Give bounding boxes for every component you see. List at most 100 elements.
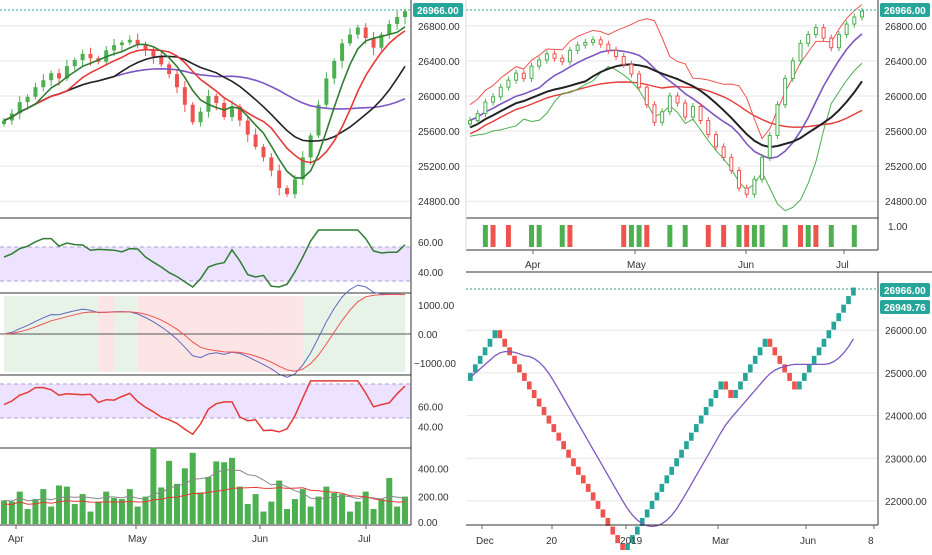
right-top-last-price-label: 26966.00	[884, 6, 926, 17]
left-volume-pane[interactable]	[1, 447, 408, 524]
left-stoch-pane[interactable]	[0, 380, 411, 436]
candle-body	[17, 102, 22, 114]
left-macd-pane[interactable]	[0, 284, 411, 378]
signal-bar	[782, 225, 788, 247]
renko-brick	[512, 355, 517, 364]
price-tick-label: 25200.00	[885, 162, 927, 173]
renko-brick	[595, 500, 601, 509]
candle-body	[316, 104, 321, 136]
candle-body	[468, 120, 472, 125]
price-tick-label: 24800.00	[885, 197, 927, 208]
candle-body	[198, 111, 203, 123]
candle-body	[629, 63, 634, 75]
candle-body	[667, 95, 672, 113]
price-tick-label: 26000.00	[885, 326, 927, 337]
candle-body	[300, 157, 305, 180]
renko-brick	[605, 518, 611, 527]
renko-brick	[747, 364, 753, 373]
renko-brick	[590, 492, 596, 501]
rsi-band	[0, 247, 411, 281]
renko-brick	[752, 355, 758, 364]
right-top-signal-pane[interactable]	[482, 225, 857, 247]
candle-body	[483, 101, 488, 115]
price-tick-label: 26400.00	[885, 57, 927, 68]
candle-body	[544, 53, 549, 61]
renko-pane[interactable]	[466, 287, 878, 552]
renko-brick	[531, 389, 537, 399]
left-time-axis[interactable]: Apr May Jun Jul	[8, 525, 371, 545]
renko-brick	[482, 347, 488, 356]
candle-body	[127, 39, 132, 43]
candle-body	[729, 156, 734, 172]
volume-bar	[87, 511, 94, 524]
right-top-price-axis[interactable]: 26800.00 26400.00 26000.00 25600.00 25200.00…	[885, 22, 927, 208]
left-price-pane[interactable]	[0, 0, 411, 218]
left-last-price-tag: 26966.00	[413, 3, 463, 17]
volume-bar	[299, 489, 306, 524]
rsi-tick-label: 60.00	[418, 238, 443, 249]
candle-body	[844, 23, 849, 36]
volume-bar	[284, 509, 291, 524]
volume-axis[interactable]: 400.00 200.00 0.00	[418, 465, 449, 529]
price-tick-label: 26000.00	[418, 92, 460, 103]
price-tick-label: 25000.00	[885, 369, 927, 380]
candle-body	[72, 60, 77, 67]
volume-bar	[394, 506, 401, 524]
macd-tick-label: 0.00	[418, 330, 438, 341]
stoch-axis[interactable]: 60.00 40.00	[418, 403, 443, 434]
volume-bar	[181, 468, 188, 524]
renko-brick	[610, 526, 616, 535]
renko-brick	[551, 424, 557, 433]
volume-bar	[118, 499, 125, 524]
volume-bar	[197, 492, 204, 524]
renko-brick	[806, 364, 812, 373]
candle-body	[560, 57, 565, 63]
renko-brick	[620, 543, 625, 552]
right-top-price-pane[interactable]	[466, 4, 878, 212]
volume-tick-label: 0.00	[418, 518, 438, 529]
renko-brick	[639, 518, 645, 527]
candle-body	[521, 72, 526, 79]
volume-bar	[315, 496, 322, 524]
renko-brick	[782, 364, 787, 373]
renko-time-axis[interactable]: Dec 20 2019 Mar Jun 8	[476, 525, 875, 547]
renko-brick	[477, 355, 483, 364]
time-tick-label: May	[627, 260, 646, 271]
renko-brick	[689, 432, 694, 441]
renko-brick	[811, 355, 817, 364]
candle-body	[721, 146, 726, 158]
left-rsi-pane[interactable]	[0, 229, 411, 288]
renko-brick	[821, 338, 827, 347]
candle-body	[347, 34, 352, 44]
renko-brick	[713, 389, 719, 399]
rsi-axis[interactable]: 60.00 40.00	[418, 238, 443, 279]
candle-body	[64, 66, 69, 79]
price-tick-label: 24000.00	[885, 412, 927, 423]
left-price-axis[interactable]: 26800.00 26400.00 26000.00 25600.00 25200.00…	[418, 22, 460, 208]
time-tick-label: May	[128, 534, 147, 545]
candle-body	[190, 104, 195, 123]
candle-body	[33, 87, 38, 97]
ma-mid-line	[469, 33, 863, 160]
candle-body	[675, 95, 680, 104]
renko-brick	[615, 535, 621, 544]
signal-bar	[744, 225, 750, 247]
candle-body	[698, 105, 703, 122]
candle-body	[253, 134, 258, 147]
renko-brick	[654, 492, 660, 501]
candle-body	[379, 34, 384, 48]
volume-bar	[291, 499, 298, 524]
right-top-time-axis[interactable]: Apr May Jun Jul	[525, 250, 849, 271]
candle-body	[637, 73, 642, 88]
volume-bar	[1, 500, 7, 524]
macd-line	[3, 284, 406, 378]
macd-axis[interactable]: 1000.00 0.00 −1000.00	[414, 301, 456, 370]
sma-fast-line	[3, 26, 406, 179]
renko-brick	[522, 372, 527, 381]
renko-price-axis[interactable]: 26000.00 25000.00 24000.00 23000.00 22000.00	[885, 326, 927, 508]
candle-body	[403, 11, 407, 18]
renko-brick	[792, 381, 797, 390]
candle-body	[332, 60, 337, 79]
time-tick-label: Apr	[8, 534, 24, 545]
